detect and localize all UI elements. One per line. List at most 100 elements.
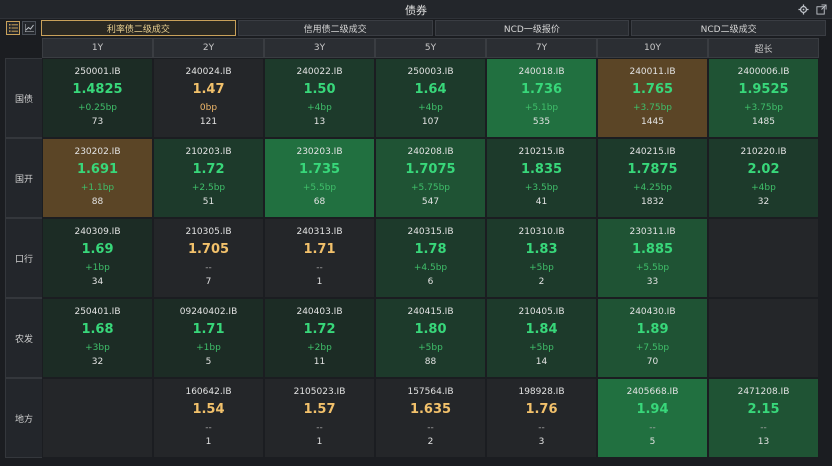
matrix-cell[interactable]: 240208.IB 1.7075 +5.75bp 547 (375, 138, 486, 218)
row-headers: 国债 国开 口行 农发 地方 (5, 58, 42, 458)
bond-code: 240313.IB (296, 227, 343, 237)
matrix-cell[interactable]: 240403.IB 1.72 +2bp 11 (264, 298, 375, 378)
trade-count: 5 (649, 437, 656, 447)
trade-count: 1 (316, 437, 323, 447)
matrix-cell[interactable]: 240215.IB 1.7875 +4.25bp 1832 (597, 138, 708, 218)
matrix-cell[interactable]: 2105023.IB 1.57 -- 1 (264, 378, 375, 458)
bond-code: 250003.IB (407, 67, 454, 77)
yield-change: -- (205, 423, 212, 433)
yield-change: +5bp (529, 343, 554, 353)
matrix-cell[interactable]: 210310.IB 1.83 +5bp 2 (486, 218, 597, 298)
bond-code: 210310.IB (518, 227, 565, 237)
bond-code: 240215.IB (629, 147, 676, 157)
trade-count: 14 (535, 357, 548, 367)
matrix-cell[interactable]: 2400006.IB 1.9525 +3.75bp 1485 (708, 58, 819, 138)
yield-change: -- (538, 423, 545, 433)
yield-change: -- (205, 263, 212, 273)
yield-value: 1.78 (414, 242, 447, 257)
list-view-button[interactable] (6, 21, 20, 35)
gear-icon[interactable] (796, 2, 810, 16)
bond-code: 160642.IB (185, 387, 232, 397)
matrix-cell[interactable]: 240022.IB 1.50 +4bp 13 (264, 58, 375, 138)
bond-code: 240208.IB (407, 147, 454, 157)
matrix-cell[interactable]: 160642.IB 1.54 -- 1 (153, 378, 264, 458)
yield-value: 1.94 (636, 402, 669, 417)
matrix-cell[interactable]: 240024.IB 1.47 0bp 121 (153, 58, 264, 138)
bond-code: 240011.IB (629, 67, 676, 77)
trade-count: 73 (91, 117, 104, 127)
matrix-cell[interactable]: 09240402.IB 1.71 +1bp 5 (153, 298, 264, 378)
trade-count: 535 (532, 117, 551, 127)
matrix-cell[interactable]: 250003.IB 1.64 +4bp 107 (375, 58, 486, 138)
yield-change: +2.5bp (191, 183, 226, 193)
trade-count: 41 (535, 197, 548, 207)
trade-count: 88 (424, 357, 437, 367)
matrix-cell[interactable]: 250001.IB 1.4825 +0.25bp 73 (42, 58, 153, 138)
trade-count: 32 (91, 357, 104, 367)
tab-ncd-secondary[interactable]: NCD二级成交 (631, 20, 826, 36)
yield-change: -- (316, 423, 323, 433)
matrix-cell[interactable]: 240430.IB 1.89 +7.5bp 70 (597, 298, 708, 378)
bond-code: 198928.IB (518, 387, 565, 397)
matrix-cell[interactable]: 198928.IB 1.76 -- 3 (486, 378, 597, 458)
matrix-cell[interactable]: 230311.IB 1.885 +5.5bp 33 (597, 218, 708, 298)
yield-value: 1.68 (81, 322, 114, 337)
matrix-cell[interactable]: 210405.IB 1.84 +5bp 14 (486, 298, 597, 378)
tab-credit-bond-secondary[interactable]: 信用债二级成交 (237, 20, 433, 36)
matrix-cell[interactable]: 240315.IB 1.78 +4.5bp 6 (375, 218, 486, 298)
bond-code: 240022.IB (296, 67, 343, 77)
matrix-cell[interactable]: 240415.IB 1.80 +5bp 88 (375, 298, 486, 378)
matrix-cell[interactable]: 210220.IB 2.02 +4bp 32 (708, 138, 819, 218)
yield-change: +5.1bp (524, 103, 559, 113)
yield-change: -- (316, 263, 323, 273)
matrix-cell[interactable]: 230203.IB 1.735 +5.5bp 68 (264, 138, 375, 218)
trade-count: 1 (205, 437, 212, 447)
trade-count: 2 (538, 277, 545, 287)
column-header: 7Y (486, 38, 597, 58)
matrix-cell[interactable]: 210215.IB 1.835 +3.5bp 41 (486, 138, 597, 218)
yield-change: 0bp (199, 103, 218, 113)
matrix-cell[interactable]: 210305.IB 1.705 -- 7 (153, 218, 264, 298)
matrix-cell[interactable]: 240309.IB 1.69 +1bp 34 (42, 218, 153, 298)
yield-change: +3.75bp (632, 103, 672, 113)
yield-change: +5.5bp (635, 263, 670, 273)
trade-count: 13 (313, 117, 326, 127)
tab-rate-bond-secondary[interactable]: 利率债二级成交 (41, 20, 236, 36)
trade-count: 88 (91, 197, 104, 207)
column-header: 1Y (42, 38, 153, 58)
trade-count: 68 (313, 197, 326, 207)
matrix-cell[interactable]: 157564.IB 1.635 -- 2 (375, 378, 486, 458)
matrix-cell (708, 298, 819, 378)
yield-value: 1.835 (520, 162, 563, 177)
bond-code: 230311.IB (629, 227, 676, 237)
bond-code: 240430.IB (629, 307, 676, 317)
matrix-cell[interactable]: 240011.IB 1.765 +3.75bp 1445 (597, 58, 708, 138)
yield-change: +1bp (85, 263, 110, 273)
yield-value: 1.47 (192, 82, 225, 97)
matrix-cell[interactable]: 240313.IB 1.71 -- 1 (264, 218, 375, 298)
trade-count: 70 (646, 357, 659, 367)
trade-count: 6 (427, 277, 434, 287)
matrix-cell[interactable]: 230202.IB 1.691 +1.1bp 88 (42, 138, 153, 218)
trade-count: 107 (421, 117, 440, 127)
yield-value: 1.765 (631, 82, 674, 97)
trade-count: 34 (91, 277, 104, 287)
chart-view-button[interactable] (22, 21, 36, 35)
yield-change: +1.1bp (80, 183, 115, 193)
yield-value: 1.83 (525, 242, 558, 257)
matrix-cell[interactable]: 2471208.IB 2.15 -- 13 (708, 378, 819, 458)
matrix-cell[interactable]: 240018.IB 1.736 +5.1bp 535 (486, 58, 597, 138)
tab-ncd-primary-quote[interactable]: NCD一级报价 (434, 20, 630, 36)
yield-change: +4bp (751, 183, 776, 193)
column-header: 2Y (153, 38, 264, 58)
bond-code: 240309.IB (74, 227, 121, 237)
yield-change: +7.5bp (635, 343, 670, 353)
yield-value: 1.735 (298, 162, 341, 177)
expand-icon[interactable] (814, 2, 828, 16)
line-chart-icon (24, 24, 34, 32)
yield-value: 1.736 (520, 82, 563, 97)
matrix-cell[interactable]: 2405668.IB 1.94 -- 5 (597, 378, 708, 458)
bond-code: 2405668.IB (626, 387, 679, 397)
matrix-cell[interactable]: 210203.IB 1.72 +2.5bp 51 (153, 138, 264, 218)
matrix-cell[interactable]: 250401.IB 1.68 +3bp 32 (42, 298, 153, 378)
